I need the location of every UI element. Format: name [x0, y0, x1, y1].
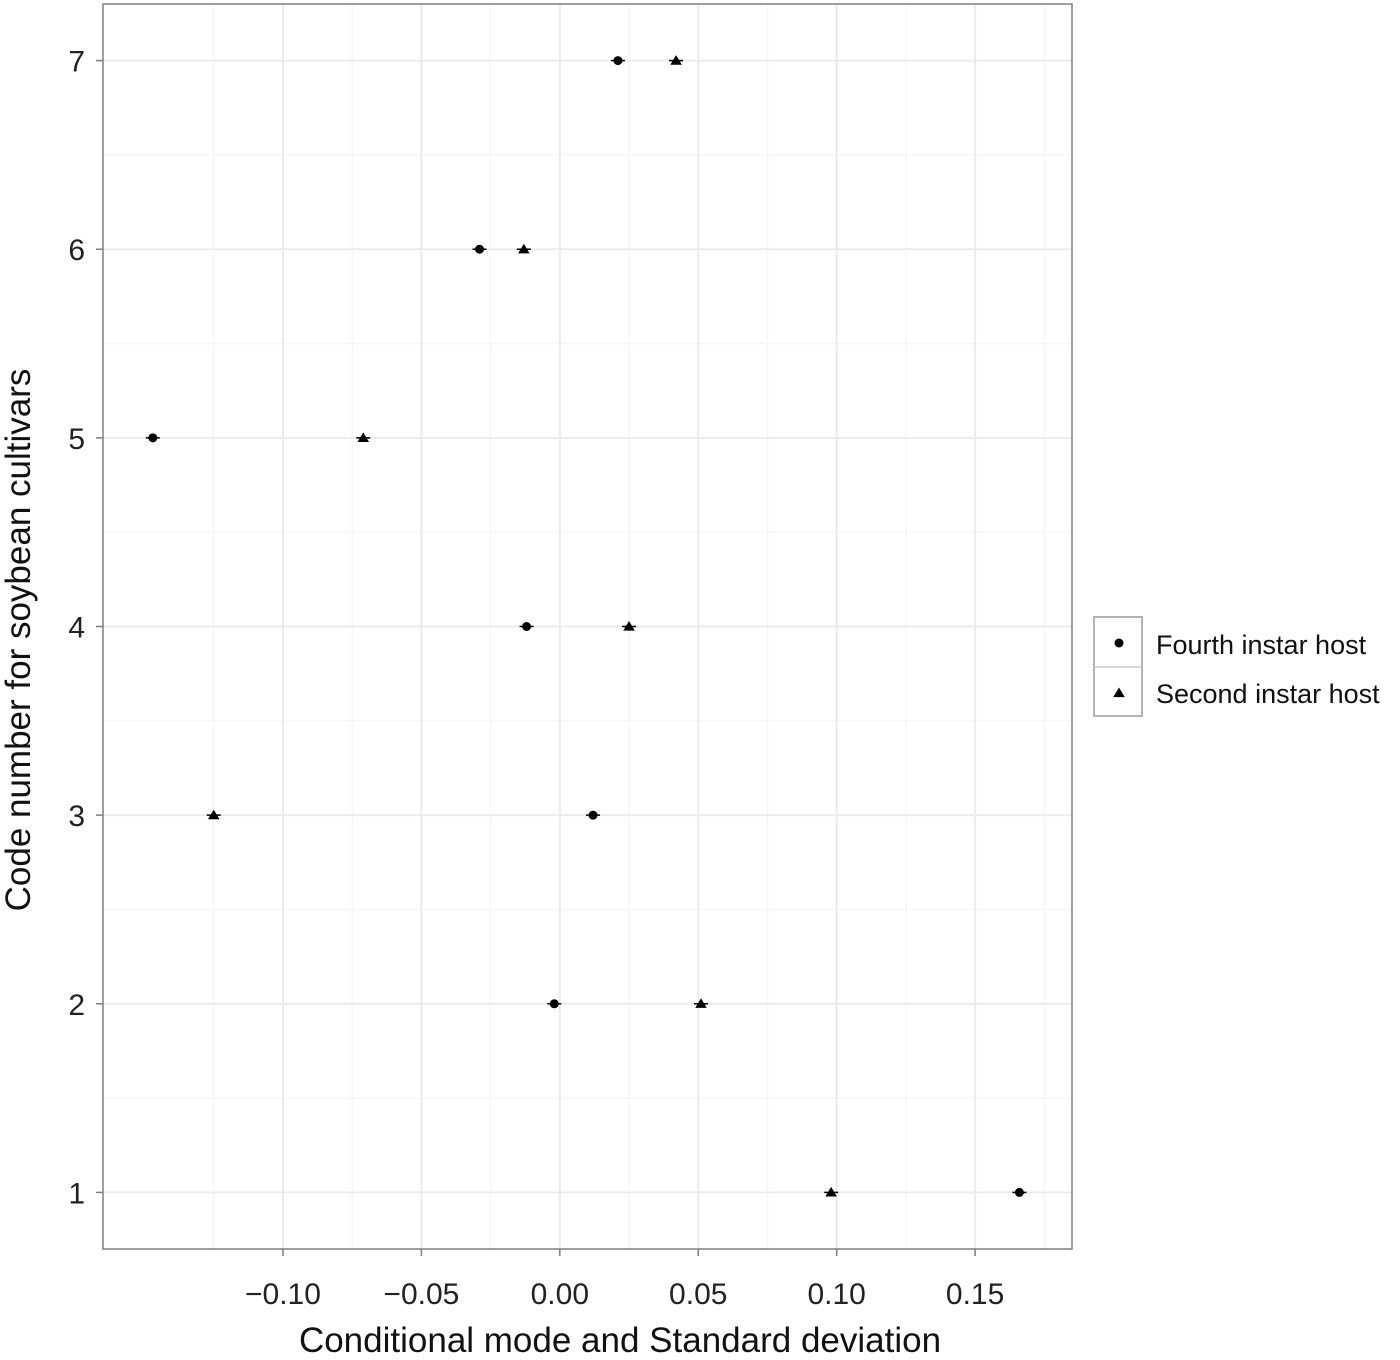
legend-label-fourth-instar: Fourth instar host	[1156, 630, 1367, 660]
point-fourth-instar-host	[148, 433, 158, 443]
point-fourth-instar-host	[588, 810, 598, 820]
point-second-instar-host	[518, 243, 530, 254]
y-tick-label: 7	[68, 46, 85, 79]
x-tick-label: 0.10	[807, 1278, 865, 1311]
legend-key-triangle	[1113, 687, 1125, 698]
data-points	[145, 55, 1027, 1197]
y-tick-label: 2	[68, 989, 85, 1022]
point-second-instar-host	[623, 621, 635, 631]
x-axis: −0.10 −0.05 0.00 0.05 0.10 0.15	[245, 1249, 1004, 1311]
legend: Fourth instar host Second instar host	[1093, 616, 1380, 717]
y-tick-label: 6	[68, 234, 85, 267]
y-axis: 1 2 3 4 5 6 7	[68, 46, 103, 1210]
y-tick-label: 1	[68, 1177, 85, 1210]
point-second-instar-host	[357, 432, 370, 442]
y-axis-title: Code number for soybean cultivars	[0, 369, 38, 912]
x-tick-label: −0.10	[245, 1278, 321, 1311]
x-tick-label: 0.05	[669, 1278, 727, 1311]
legend-key-circle	[1114, 638, 1124, 648]
point-second-instar-host	[825, 1186, 837, 1197]
point-second-instar-host	[207, 809, 220, 820]
point-second-instar-host	[670, 55, 682, 65]
point-fourth-instar-host	[522, 622, 532, 631]
y-tick-label: 4	[68, 612, 85, 645]
point-second-instar-host	[695, 998, 707, 1008]
y-tick-label: 3	[68, 800, 85, 833]
point-fourth-instar-host	[613, 56, 623, 66]
point-fourth-instar-host	[549, 999, 559, 1009]
point-fourth-instar-host	[1014, 1187, 1024, 1197]
x-tick-label: 0.00	[531, 1278, 589, 1311]
x-tick-label: 0.15	[946, 1278, 1004, 1311]
x-tick-label: −0.05	[383, 1278, 459, 1311]
y-tick-label: 5	[68, 423, 85, 456]
x-axis-title: Conditional mode and Standard deviation	[299, 1321, 941, 1360]
point-fourth-instar-host	[475, 244, 485, 254]
legend-label-second-instar: Second instar host	[1156, 679, 1380, 709]
